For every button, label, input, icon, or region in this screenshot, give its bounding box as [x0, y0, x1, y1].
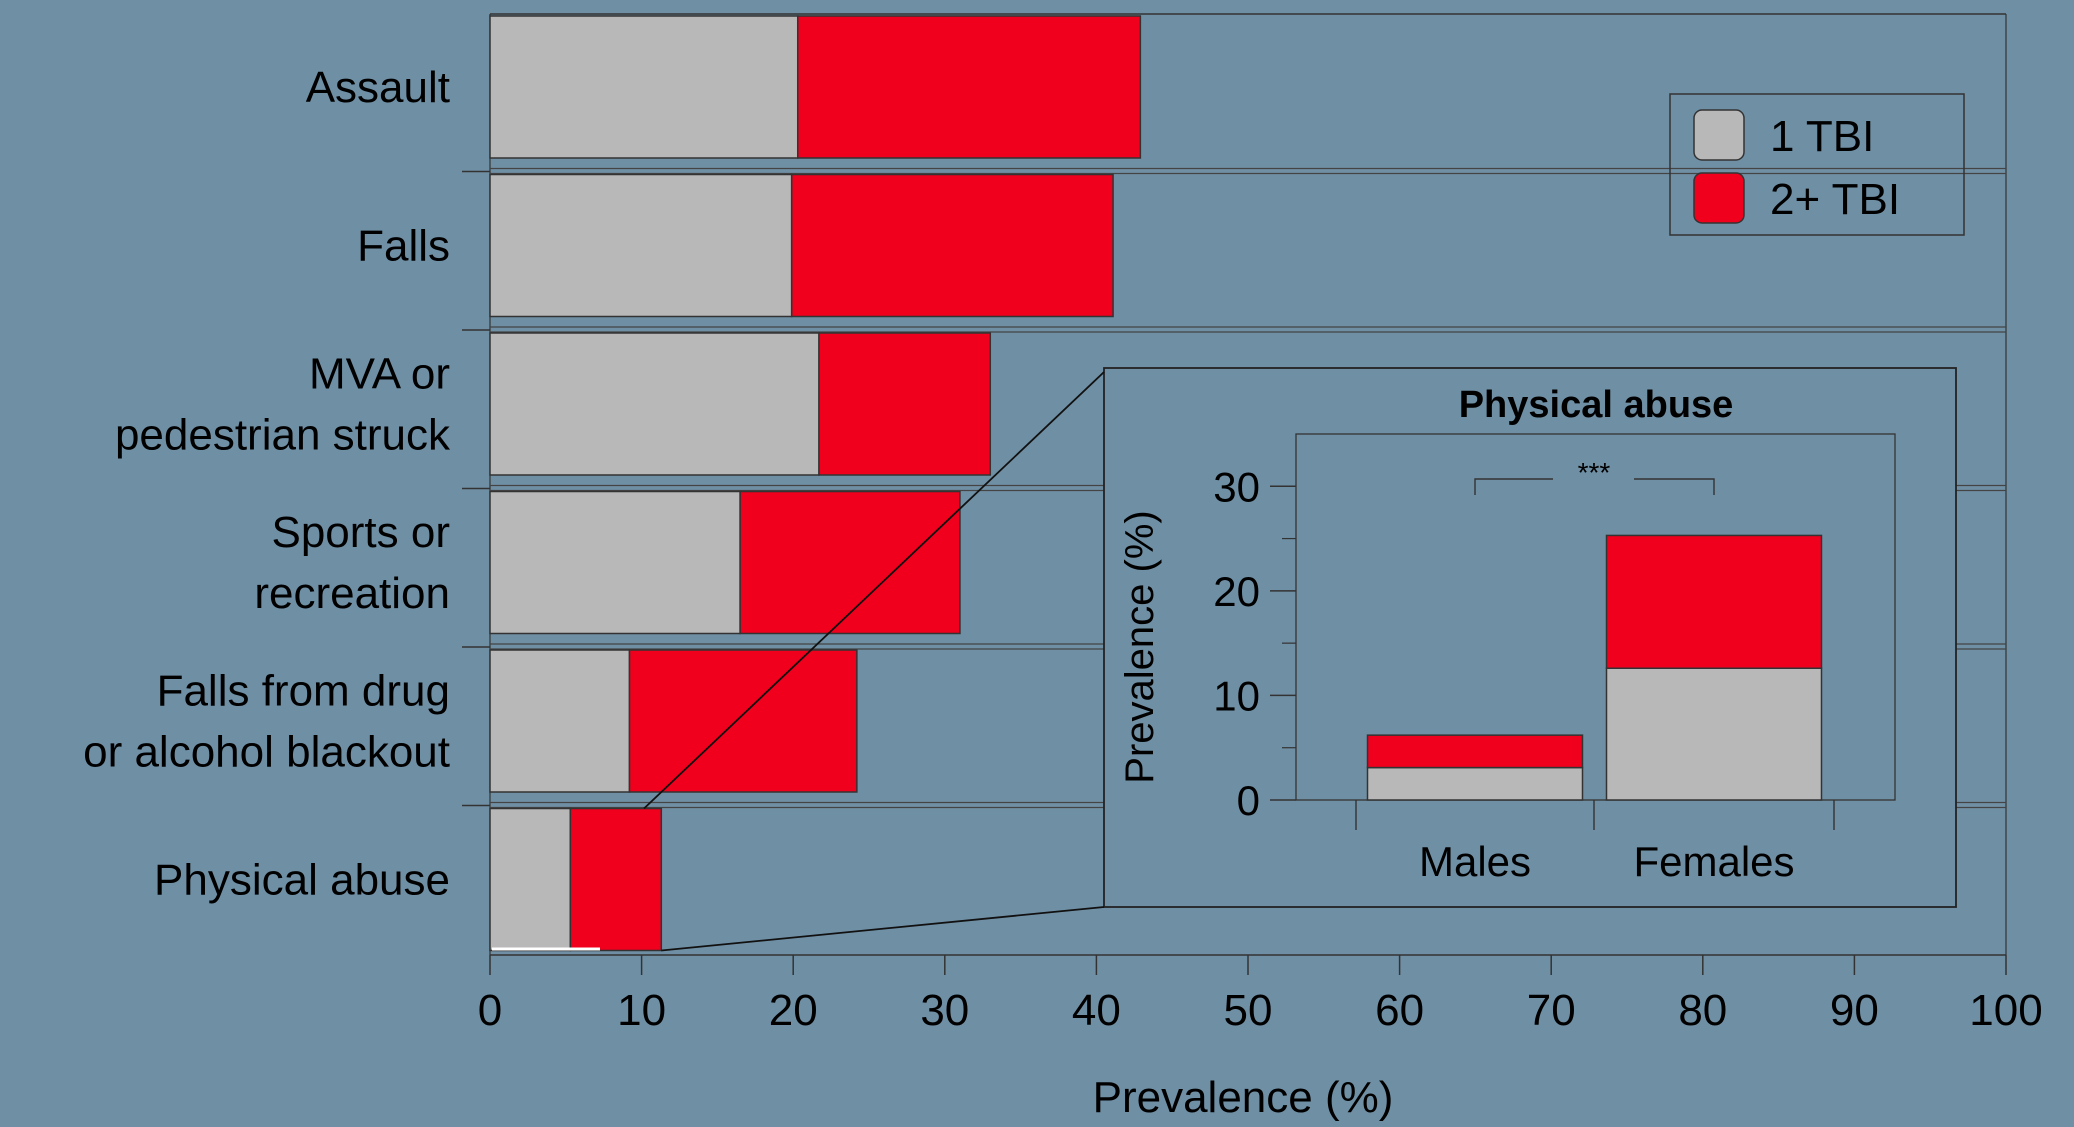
x-tick-label: 20	[769, 986, 818, 1035]
category-label: pedestrian struck	[115, 411, 451, 460]
bar-1-tbi-5	[489, 807, 572, 952]
inset-title: Physical abuse	[1459, 384, 1734, 426]
inset-bar-2-tbi-females	[1605, 534, 1823, 669]
category-label: Assault	[306, 63, 450, 112]
category-label: Falls from drug	[157, 667, 450, 716]
x-tick-label: 80	[1678, 986, 1727, 1035]
inset-panel	[1103, 367, 1957, 908]
significance-annotation: ***	[1578, 457, 1611, 488]
legend-swatch	[1693, 109, 1745, 161]
legend-box	[1669, 93, 1965, 236]
inset-category-label: Males	[1419, 838, 1531, 885]
x-tick-label: 100	[1969, 986, 2042, 1035]
x-tick-label: 40	[1072, 986, 1121, 1035]
inset-y-tick-label: 20	[1213, 568, 1260, 615]
category-label: Sports or	[271, 508, 450, 557]
x-tick-label: 0	[478, 986, 502, 1035]
bar-1-tbi-3	[489, 490, 741, 635]
inset-y-tick-label: 10	[1213, 672, 1260, 719]
x-tick-label: 50	[1224, 986, 1273, 1035]
legend-label: 1 TBI	[1770, 112, 1874, 161]
bar-2-tbi-3	[739, 490, 961, 635]
inset-chart: Physical abuse 0 10 20 30 Prevalence (%) Males…	[643, 367, 1957, 952]
category-label: or alcohol blackout	[83, 728, 450, 777]
x-tick-label: 10	[617, 986, 666, 1035]
bar-2-tbi-4	[628, 649, 858, 793]
inset-connector	[661, 906, 1105, 952]
x-tick-label: 70	[1527, 986, 1576, 1035]
category-label: MVA or	[309, 350, 450, 399]
inset-y-tick-label: 0	[1237, 777, 1260, 824]
inset-y-axis-title: Prevalence (%)	[1118, 510, 1162, 783]
legend-swatch	[1693, 172, 1745, 224]
bar-2-tbi-5	[569, 807, 663, 952]
inset-bar-1-tbi-males	[1366, 766, 1584, 801]
main-chart: Assault Falls MVA or pedestrian struck Sport…	[83, 13, 2043, 1122]
x-axis-title: Prevalence (%)	[1093, 1073, 1394, 1122]
inset-plot-frame	[1295, 433, 1896, 801]
x-tick-label: 30	[920, 986, 969, 1035]
inset-y-tick-label: 30	[1213, 463, 1260, 510]
bar-2-tbi-1	[790, 173, 1114, 318]
bar-1-tbi-2	[489, 332, 820, 476]
inset-bar-1-tbi-females	[1605, 667, 1823, 801]
legend-label: 2+ TBI	[1770, 175, 1900, 224]
category-label: recreation	[254, 569, 450, 618]
bar-1-tbi-4	[489, 649, 631, 793]
significance-bracket	[1474, 478, 1715, 495]
category-label: Falls	[357, 222, 450, 271]
bar-1-tbi-0	[489, 15, 799, 159]
category-label: Physical abuse	[154, 856, 450, 905]
inset-connector	[643, 371, 1105, 810]
inset-bar-2-tbi-males	[1366, 734, 1584, 769]
x-tick-label: 60	[1375, 986, 1424, 1035]
bar-2-tbi-2	[818, 332, 992, 476]
x-tick-label: 90	[1830, 986, 1879, 1035]
bar-2-tbi-0	[796, 15, 1142, 159]
bar-1-tbi-1	[489, 173, 793, 318]
inset-category-label: Females	[1633, 838, 1794, 885]
